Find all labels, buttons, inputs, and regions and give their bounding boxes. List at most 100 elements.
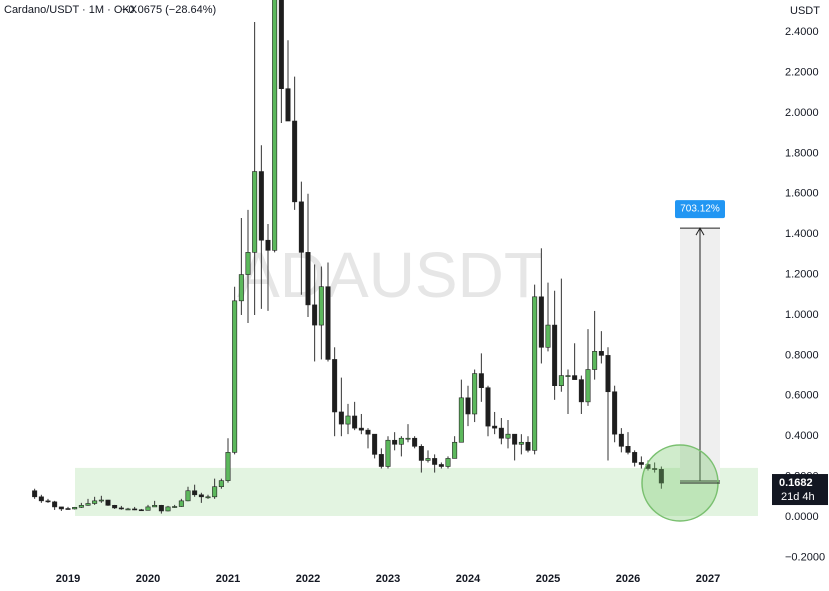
candle-body <box>312 304 318 326</box>
candle-body <box>232 300 238 453</box>
candle-body <box>185 490 191 502</box>
y-tick-label: 1.0000 <box>785 309 819 321</box>
candle-body <box>478 373 484 389</box>
candle-body <box>472 373 478 415</box>
candle-body <box>372 433 378 455</box>
candle-body <box>192 490 198 496</box>
candle-body <box>78 504 84 508</box>
candle-body <box>72 507 78 510</box>
x-tick-label: 2027 <box>696 573 720 585</box>
watermark: ADAUSDT <box>237 239 543 311</box>
candle-body <box>425 458 431 461</box>
candle-body <box>585 369 591 403</box>
candle-body <box>252 171 258 253</box>
candle-body <box>292 120 298 203</box>
candle-body <box>618 433 624 447</box>
candle-body <box>625 446 631 453</box>
candle-body <box>418 446 424 461</box>
candle-body <box>165 506 171 512</box>
candle-body <box>298 201 304 253</box>
x-tick-label: 2022 <box>296 573 320 585</box>
candle-body <box>352 415 358 429</box>
candle-body <box>498 427 504 439</box>
candle-body <box>485 387 491 427</box>
candle-body <box>592 351 598 370</box>
y-tick-label: 1.8000 <box>785 147 819 159</box>
candle-body <box>278 0 284 89</box>
candle-body <box>438 464 444 467</box>
candle-body <box>458 397 464 443</box>
y-tick-label: 2.2000 <box>785 66 819 78</box>
candle-body <box>85 503 91 506</box>
candle-body <box>112 504 118 509</box>
y-tick-label: 0.6000 <box>785 390 819 402</box>
y-tick-label: 0.4000 <box>785 430 819 442</box>
x-tick-label: 2025 <box>536 573 560 585</box>
x-tick-label: 2019 <box>56 573 80 585</box>
candle-body <box>198 494 204 498</box>
candle-body <box>305 252 311 306</box>
candle-body <box>32 490 38 498</box>
candle-body <box>125 508 131 511</box>
candle-body <box>392 439 398 445</box>
candle-body <box>512 433 518 445</box>
candle-body <box>105 499 111 506</box>
candle-body <box>565 375 571 377</box>
price-tag-countdown: 21d 4h <box>781 491 815 503</box>
price-tag-value: 0.1682 <box>779 477 813 489</box>
candle-body <box>205 496 211 499</box>
candle-body <box>92 500 98 504</box>
candle-body <box>238 274 244 302</box>
price-change: −0.0675 (−28.64%) <box>122 4 216 16</box>
candle-body <box>138 509 144 512</box>
candle-body <box>172 506 178 508</box>
candle-body <box>325 286 331 360</box>
price-tag <box>772 474 828 506</box>
candle-body <box>432 458 438 465</box>
plot-area: 703.12% <box>32 0 758 522</box>
y-tick-label: 1.4000 <box>785 228 819 240</box>
candle-body <box>532 296 538 451</box>
axes: −0.20000.00000.20000.40000.60000.80001.0… <box>56 26 828 585</box>
candle-body <box>452 441 458 459</box>
candle-body <box>218 480 224 488</box>
candle-body <box>652 468 658 470</box>
candle-body <box>38 496 44 502</box>
x-tick-label: 2020 <box>136 573 160 585</box>
candle-body <box>552 324 558 386</box>
unit-label: USDT <box>790 5 820 17</box>
candle-body <box>578 379 584 403</box>
candle-body <box>572 375 578 380</box>
candle-body <box>332 359 338 413</box>
y-tick-label: 2.4000 <box>785 26 819 38</box>
candle-body <box>245 252 251 275</box>
candle-body <box>525 441 531 451</box>
candle-body <box>285 88 291 122</box>
candle-body <box>132 508 138 511</box>
candle-body <box>538 296 544 348</box>
candle-body <box>405 437 411 440</box>
target-label-box <box>675 200 725 219</box>
candle-body <box>545 324 551 348</box>
candle-body <box>638 462 644 465</box>
target-label: 703.12% <box>680 204 720 215</box>
candle-body <box>258 171 264 241</box>
candle-body <box>338 411 344 425</box>
candle-body <box>505 433 511 439</box>
y-tick-label: 2.0000 <box>785 107 819 119</box>
chart-title: Cardano/USDT · 1M · OKX <box>4 4 138 16</box>
candle-body <box>558 375 564 386</box>
x-tick-label: 2021 <box>216 573 240 585</box>
x-tick-label: 2023 <box>376 573 400 585</box>
y-tick-label: 0.8000 <box>785 349 819 361</box>
candle-body <box>212 486 218 498</box>
candle-body <box>445 458 451 467</box>
candle-body <box>118 507 124 510</box>
candle-body <box>518 441 524 445</box>
candle-body <box>178 500 184 507</box>
y-tick-label: 0.0000 <box>785 511 819 523</box>
candle-body <box>378 454 384 467</box>
candle-body <box>465 397 471 415</box>
candle-body <box>52 501 58 508</box>
